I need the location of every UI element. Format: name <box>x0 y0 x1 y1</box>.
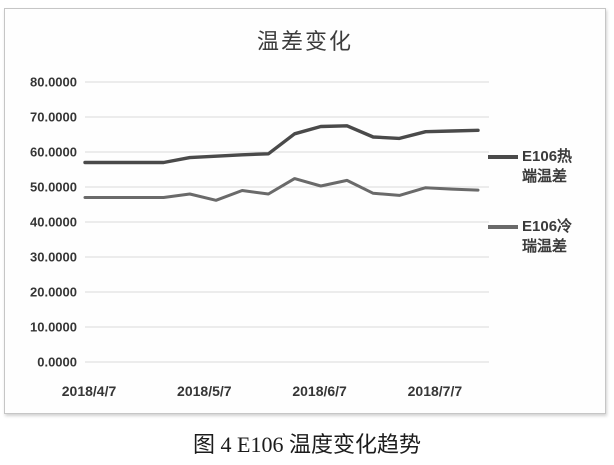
hot-series-line <box>83 124 480 165</box>
legend-label-hot: E106热 端温差 <box>522 148 573 185</box>
chart-title: 温差变化 <box>256 29 353 54</box>
chart-frame <box>4 8 606 414</box>
y-tick-label: 50.0000 <box>30 180 77 195</box>
plot-svg: 80.0000 70.0000 60.0000 50.0000 40.0000 30.00… <box>30 75 489 399</box>
cold-series-line-swatch <box>488 225 518 229</box>
cold-series-line <box>83 177 480 202</box>
y-tick-label: 20.0000 <box>30 285 77 300</box>
legend-item-cold: E106冷 瑞温差 <box>488 217 598 257</box>
y-tick-label: 10.0000 <box>30 320 77 335</box>
figure-caption: 图 4 E106 温度变化趋势 <box>193 432 421 457</box>
x-tick-label: 2018/6/7 <box>292 383 347 399</box>
y-tick-label: 30.0000 <box>30 250 77 265</box>
y-tick-label: 70.0000 <box>30 110 77 125</box>
hot-series-line-swatch <box>488 155 518 159</box>
y-tick-label: 60.0000 <box>30 145 77 160</box>
x-tick-label: 2018/5/7 <box>177 383 232 399</box>
y-tick-label: 80.0000 <box>30 75 77 90</box>
chart-legend: E106热 端温差 E106冷 瑞温差 <box>488 147 598 257</box>
y-tick-label: 40.0000 <box>30 215 77 230</box>
y-tick-label: 0.0000 <box>37 355 77 370</box>
x-tick-label: 2018/4/7 <box>62 383 117 399</box>
legend-label-cold: E106冷 瑞温差 <box>522 218 573 255</box>
x-tick-label: 2018/7/7 <box>408 383 463 399</box>
legend-item-hot: E106热 端温差 <box>488 147 598 187</box>
